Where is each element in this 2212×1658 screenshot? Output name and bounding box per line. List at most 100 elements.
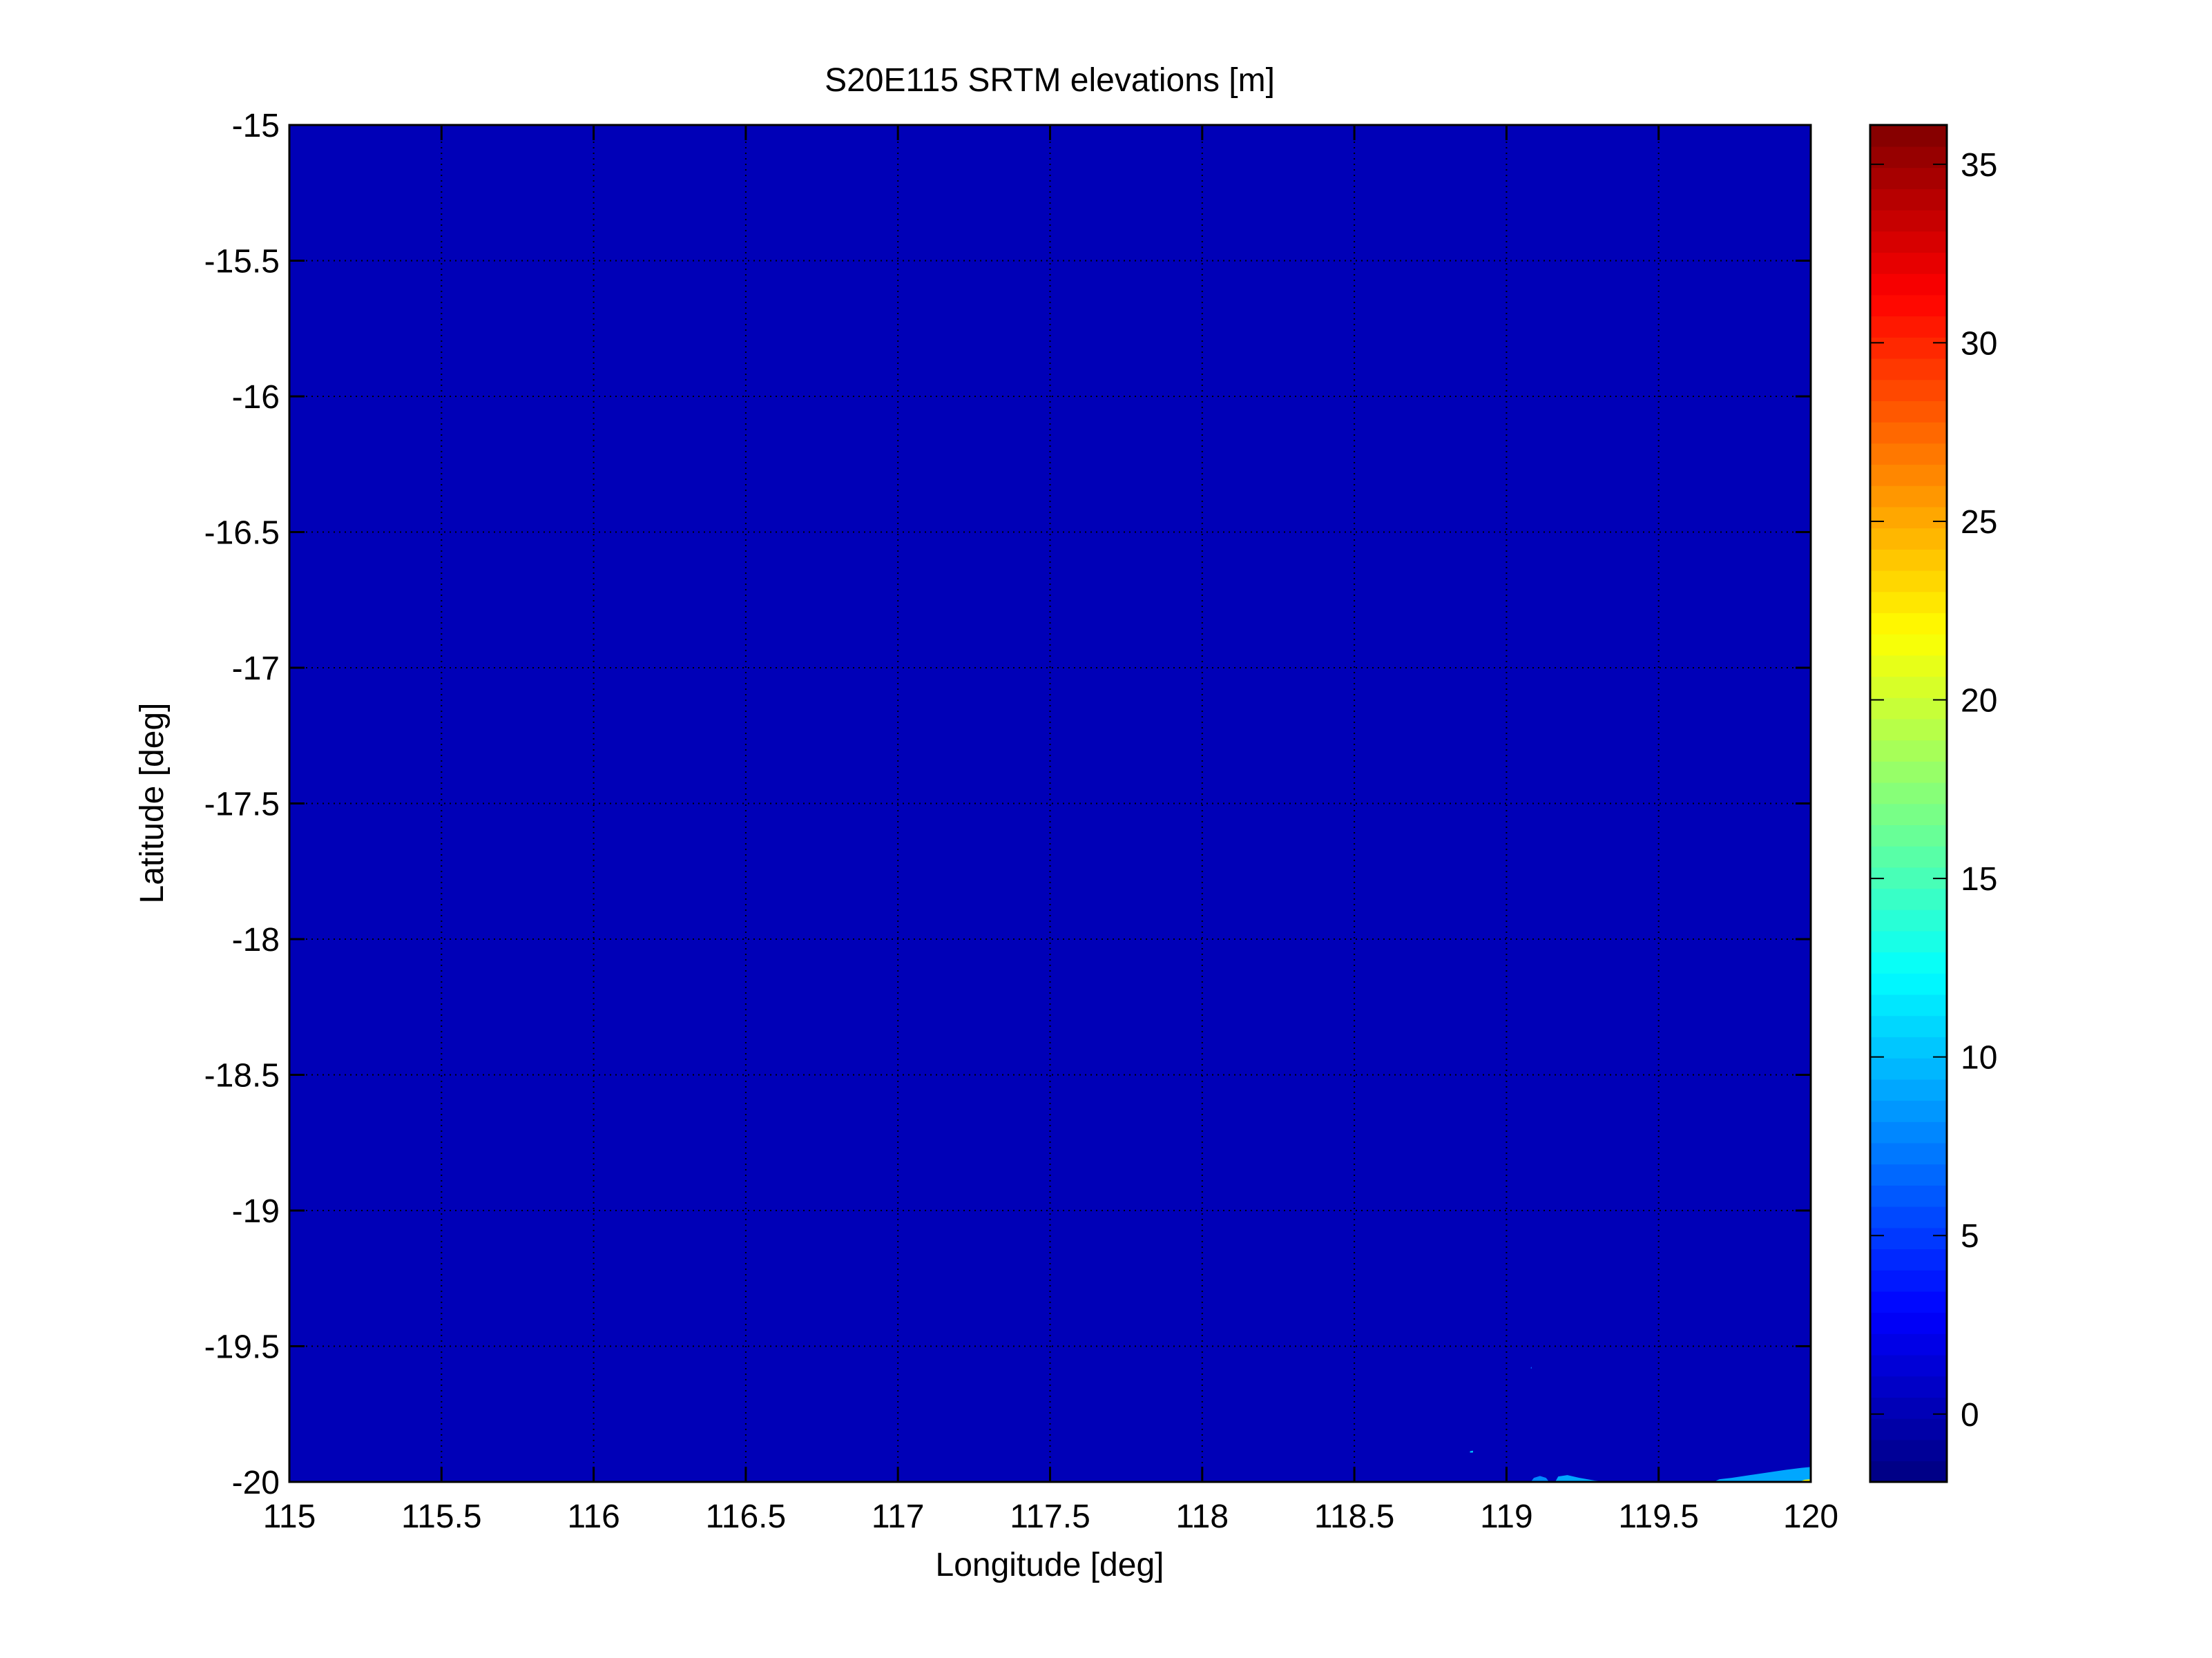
- colorbar-band: [1870, 506, 1947, 529]
- colorbar-band: [1870, 973, 1947, 995]
- y-tick-label: -17: [232, 650, 280, 687]
- colorbar-band: [1870, 1397, 1947, 1419]
- x-tick-label: 117.5: [1010, 1498, 1090, 1535]
- land-patch: [1530, 1367, 1532, 1369]
- x-tick-label: 118.5: [1314, 1498, 1395, 1535]
- colorbar-band: [1870, 358, 1947, 380]
- colorbar-band: [1870, 1249, 1947, 1271]
- x-tick-label: 115: [263, 1498, 316, 1535]
- colorbar-band: [1870, 252, 1947, 274]
- colorbar-tick-label: 0: [1961, 1397, 1979, 1434]
- chart-title: S20E115 SRTM elevations [m]: [825, 62, 1275, 99]
- colorbar-band: [1870, 1142, 1947, 1165]
- colorbar-band: [1870, 930, 1947, 953]
- colorbar-band: [1870, 613, 1947, 635]
- colorbar-band: [1870, 1164, 1947, 1186]
- colorbar-band: [1870, 1333, 1947, 1356]
- y-tick-label: -15: [232, 108, 280, 144]
- colorbar-band: [1870, 803, 1947, 826]
- colorbar-band: [1870, 1376, 1947, 1398]
- colorbar-band: [1870, 189, 1947, 211]
- colorbar-band: [1870, 528, 1947, 550]
- colorbar-band: [1870, 1015, 1947, 1038]
- colorbar-band: [1870, 231, 1947, 253]
- colorbar-band: [1870, 379, 1947, 401]
- x-tick-label: 115.5: [401, 1498, 482, 1535]
- y-tick-label: -20: [232, 1465, 280, 1501]
- colorbar-band: [1870, 761, 1947, 783]
- colorbar-band: [1870, 825, 1947, 847]
- y-tick-label: -19: [232, 1193, 280, 1230]
- colorbar-tick-label: 15: [1961, 861, 1997, 898]
- colorbar-band: [1870, 1439, 1947, 1462]
- colorbar-band: [1870, 1354, 1947, 1377]
- land-patch: [1555, 1475, 1610, 1482]
- colorbar-band: [1870, 421, 1947, 444]
- colorbar-band: [1870, 1418, 1947, 1440]
- colorbar-band: [1870, 633, 1947, 656]
- colorbar-band: [1870, 697, 1947, 720]
- colorbar-band: [1870, 909, 1947, 932]
- y-tick-label: -16.5: [204, 515, 280, 552]
- colorbar-tick-label: 25: [1961, 504, 1997, 541]
- colorbar-band: [1870, 401, 1947, 423]
- colorbar-band: [1870, 952, 1947, 974]
- colorbar-band: [1870, 1461, 1947, 1483]
- colorbar-band: [1870, 167, 1947, 189]
- colorbar-band: [1870, 1227, 1947, 1250]
- colorbar-tick-label: 35: [1961, 147, 1997, 184]
- colorbar-band: [1870, 1185, 1947, 1207]
- colorbar-band: [1870, 1269, 1947, 1292]
- colorbar-band: [1870, 1312, 1947, 1334]
- x-tick-label: 119.5: [1618, 1498, 1699, 1535]
- colorbar-band: [1870, 888, 1947, 910]
- x-tick-label: 120: [1783, 1498, 1838, 1535]
- x-tick-label: 117: [872, 1498, 925, 1535]
- colorbar-band: [1870, 294, 1947, 317]
- colorbar-band: [1870, 316, 1947, 338]
- colorbar-tick-label: 30: [1961, 325, 1997, 362]
- y-tick-label: -15.5: [204, 244, 280, 280]
- y-tick-label: -18.5: [204, 1058, 280, 1095]
- colorbar-frame: [1869, 124, 1948, 1483]
- x-axis-ticks: 115 115.5 116 116.5 117 117.5 118 118.5 119 119.5…: [263, 125, 1838, 1535]
- colorbar-band: [1870, 570, 1947, 592]
- x-tick-label: 119: [1480, 1498, 1533, 1535]
- colorbar-band: [1870, 1291, 1947, 1313]
- plot-area: [288, 124, 1812, 1483]
- x-tick-label: 116.5: [706, 1498, 787, 1535]
- colorbar-tick-label: 10: [1961, 1040, 1997, 1077]
- land-patch: [1470, 1450, 1473, 1453]
- colorbar-tick-label: 20: [1961, 683, 1997, 720]
- colorbar-band: [1870, 337, 1947, 359]
- sea-surface: [289, 125, 1811, 1482]
- colorbar-band: [1870, 1079, 1947, 1101]
- colorbar-band: [1870, 845, 1947, 868]
- colorbar-band: [1870, 209, 1947, 232]
- y-tick-label: -18: [232, 922, 280, 958]
- colorbar-band: [1870, 1037, 1947, 1059]
- colorbar-band: [1870, 464, 1947, 486]
- colorbar-tick-label: 5: [1961, 1218, 1979, 1255]
- colorbar-band: [1870, 676, 1947, 698]
- colorbar-band: [1870, 994, 1947, 1016]
- x-axis-label: Longitude [deg]: [936, 1547, 1164, 1583]
- colorbar-band: [1870, 1057, 1947, 1080]
- x-tick-label: 116: [567, 1498, 620, 1535]
- colorbar-band: [1870, 273, 1947, 296]
- y-axis-label: Latitude [deg]: [134, 703, 171, 904]
- colorbar-band: [1870, 1121, 1947, 1144]
- y-tick-label: -19.5: [204, 1329, 280, 1366]
- colorbar: 0 5 10 15 20 25 30 35: [1869, 124, 1997, 1483]
- x-tick-label: 118: [1176, 1498, 1229, 1535]
- colorbar-band: [1870, 125, 1947, 147]
- colorbar-band: [1870, 443, 1947, 465]
- colorbar-band: [1870, 591, 1947, 613]
- colorbar-band: [1870, 718, 1947, 741]
- colorbar-band: [1870, 782, 1947, 804]
- y-axis-ticks: -15 -15.5 -16 -16.5 -17 -17.5 -18 -18.5 -19 -19.5…: [204, 108, 1811, 1501]
- colorbar-band: [1870, 1206, 1947, 1228]
- y-tick-label: -17.5: [204, 787, 280, 823]
- y-tick-label: -16: [232, 379, 280, 416]
- colorbar-band: [1870, 655, 1947, 677]
